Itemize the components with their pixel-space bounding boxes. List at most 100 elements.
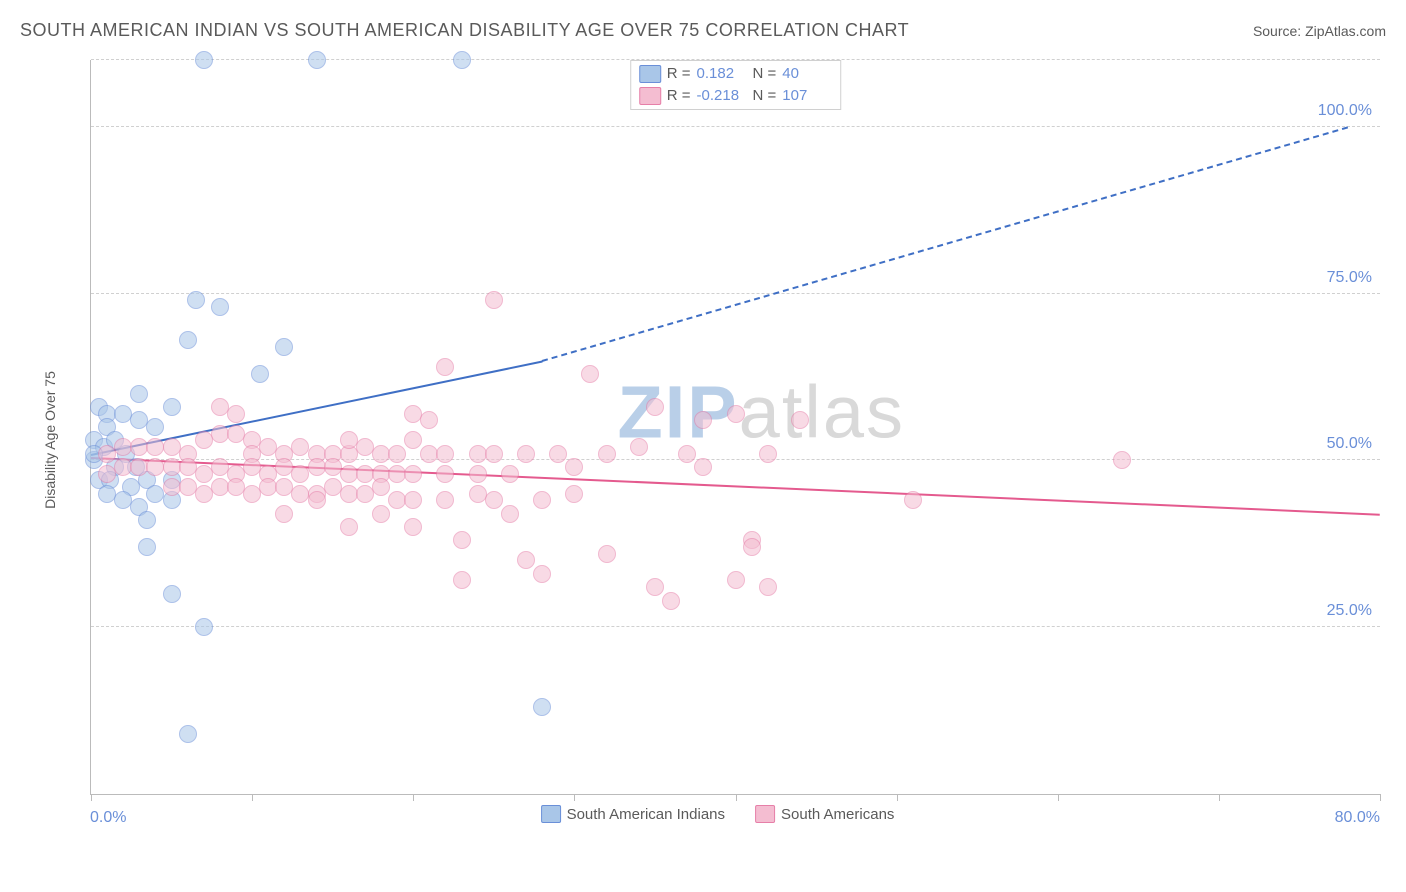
scatter-point xyxy=(453,531,471,549)
x-tick xyxy=(91,794,92,801)
scatter-point xyxy=(581,365,599,383)
scatter-point xyxy=(501,505,519,523)
x-tick xyxy=(1058,794,1059,801)
legend-r-label: R = xyxy=(667,63,691,85)
legend-swatch xyxy=(755,805,775,823)
scatter-point xyxy=(275,505,293,523)
scatter-point xyxy=(727,571,745,589)
scatter-point xyxy=(791,411,809,429)
x-tick xyxy=(413,794,414,801)
gridline xyxy=(91,126,1380,127)
scatter-point xyxy=(404,431,422,449)
scatter-point xyxy=(195,51,213,69)
scatter-point xyxy=(759,445,777,463)
scatter-point xyxy=(678,445,696,463)
scatter-point xyxy=(453,571,471,589)
series-legend-item: South Americans xyxy=(755,805,894,823)
legend-row: R = -0.218 N =107 xyxy=(639,85,833,107)
scatter-point xyxy=(646,578,664,596)
legend-n-value: 107 xyxy=(782,85,832,107)
legend-row: R = 0.182 N =40 xyxy=(639,63,833,85)
scatter-point xyxy=(759,578,777,596)
scatter-point xyxy=(533,565,551,583)
legend-swatch xyxy=(639,65,661,83)
scatter-point xyxy=(469,465,487,483)
scatter-point xyxy=(179,331,197,349)
x-tick xyxy=(1380,794,1381,801)
scatter-point xyxy=(404,465,422,483)
scatter-point xyxy=(420,411,438,429)
source-label: Source: ZipAtlas.com xyxy=(1253,23,1386,39)
scatter-point xyxy=(404,491,422,509)
plot-area: ZIPatlas R =0.182N =40R =-0.218N =107 25… xyxy=(90,60,1380,795)
legend-swatch xyxy=(541,805,561,823)
gridline xyxy=(91,59,1380,60)
scatter-point xyxy=(372,478,390,496)
scatter-point xyxy=(565,485,583,503)
scatter-point xyxy=(163,398,181,416)
watermark-atlas: atlas xyxy=(739,371,905,454)
scatter-point xyxy=(275,338,293,356)
scatter-point xyxy=(501,465,519,483)
scatter-point xyxy=(163,585,181,603)
scatter-point xyxy=(179,725,197,743)
legend-n-value: 40 xyxy=(782,63,832,85)
legend-swatch xyxy=(639,87,661,105)
scatter-point xyxy=(436,358,454,376)
legend-n-label: N = xyxy=(753,63,777,85)
y-tick-label: 100.0% xyxy=(1318,102,1372,120)
y-tick-label: 25.0% xyxy=(1327,602,1372,620)
scatter-point xyxy=(485,445,503,463)
series-label: South American Indians xyxy=(567,806,725,823)
scatter-point xyxy=(308,491,326,509)
scatter-point xyxy=(372,505,390,523)
series-legend-item: South American Indians xyxy=(541,805,725,823)
scatter-point xyxy=(138,538,156,556)
chart-title: SOUTH AMERICAN INDIAN VS SOUTH AMERICAN … xyxy=(20,20,909,41)
scatter-point xyxy=(404,518,422,536)
scatter-point xyxy=(1113,451,1131,469)
plot-wrapper: Disability Age Over 75 ZIPatlas R =0.182… xyxy=(50,55,1385,825)
legend-r-value: 0.182 xyxy=(697,63,747,85)
scatter-point xyxy=(308,51,326,69)
scatter-point xyxy=(646,398,664,416)
scatter-point xyxy=(694,411,712,429)
legend-n-label: N = xyxy=(753,85,777,107)
x-tick xyxy=(736,794,737,801)
scatter-point xyxy=(436,465,454,483)
y-tick-label: 50.0% xyxy=(1327,435,1372,453)
scatter-point xyxy=(340,518,358,536)
gridline xyxy=(91,293,1380,294)
scatter-point xyxy=(533,698,551,716)
x-tick xyxy=(897,794,898,801)
scatter-point xyxy=(727,405,745,423)
x-max-label: 80.0% xyxy=(1335,809,1380,827)
scatter-point xyxy=(662,592,680,610)
scatter-point xyxy=(211,298,229,316)
scatter-point xyxy=(187,291,205,309)
legend-r-value: -0.218 xyxy=(697,85,747,107)
scatter-point xyxy=(565,458,583,476)
x-tick xyxy=(252,794,253,801)
series-label: South Americans xyxy=(781,806,894,823)
scatter-point xyxy=(146,418,164,436)
scatter-point xyxy=(251,365,269,383)
scatter-point xyxy=(533,491,551,509)
legend-r-label: R = xyxy=(667,85,691,107)
scatter-point xyxy=(694,458,712,476)
scatter-point xyxy=(743,538,761,556)
scatter-point xyxy=(485,291,503,309)
scatter-point xyxy=(904,491,922,509)
scatter-point xyxy=(549,445,567,463)
y-axis-title: Disability Age Over 75 xyxy=(42,371,58,509)
x-tick xyxy=(1219,794,1220,801)
scatter-point xyxy=(98,485,116,503)
scatter-point xyxy=(436,491,454,509)
gridline xyxy=(91,626,1380,627)
scatter-point xyxy=(630,438,648,456)
correlation-legend: R = 0.182 N =40 R = -0.218 N =107 xyxy=(630,60,842,110)
scatter-point xyxy=(517,551,535,569)
scatter-point xyxy=(485,491,503,509)
scatter-point xyxy=(388,445,406,463)
trend-line xyxy=(542,127,1348,362)
